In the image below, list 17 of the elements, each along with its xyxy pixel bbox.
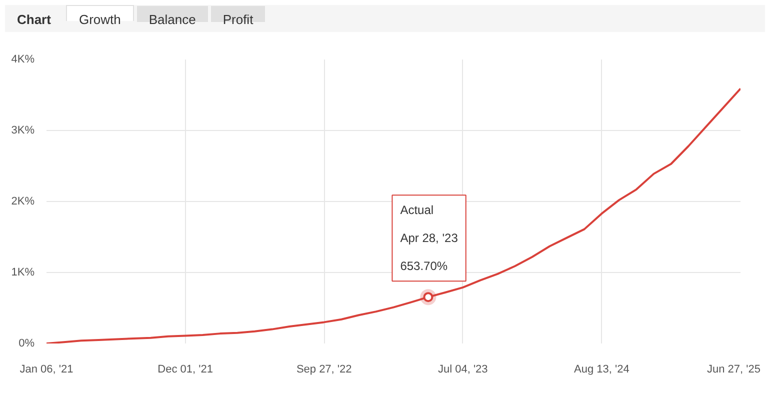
annotation: Actual Apr 28, '23 653.70% <box>400 203 458 274</box>
text: Balance <box>148 11 197 27</box>
x-tick-label: Aug 13, '24 <box>574 364 630 376</box>
text: Chart <box>16 11 52 27</box>
x-tick-label: Jun 27, '25 <box>707 364 761 376</box>
y-tick-label: 4K% <box>11 54 35 66</box>
x-tick-label: Dec 01, '21 <box>158 364 213 376</box>
text: Growth <box>78 11 122 27</box>
y-tick-label: 3K% <box>11 124 35 136</box>
x-tick-label: Sep 27, '22 <box>296 364 352 376</box>
x-tick-label: Jul 04, '23 <box>438 364 488 376</box>
y-tick-label: 1K% <box>11 266 35 278</box>
text: Profit <box>222 11 254 27</box>
line-series <box>46 88 740 344</box>
y-tick-label: 0% <box>18 338 35 350</box>
x-tick-label: Jan 06, '21 <box>20 364 74 376</box>
y-tick-label: 2K% <box>11 196 35 208</box>
